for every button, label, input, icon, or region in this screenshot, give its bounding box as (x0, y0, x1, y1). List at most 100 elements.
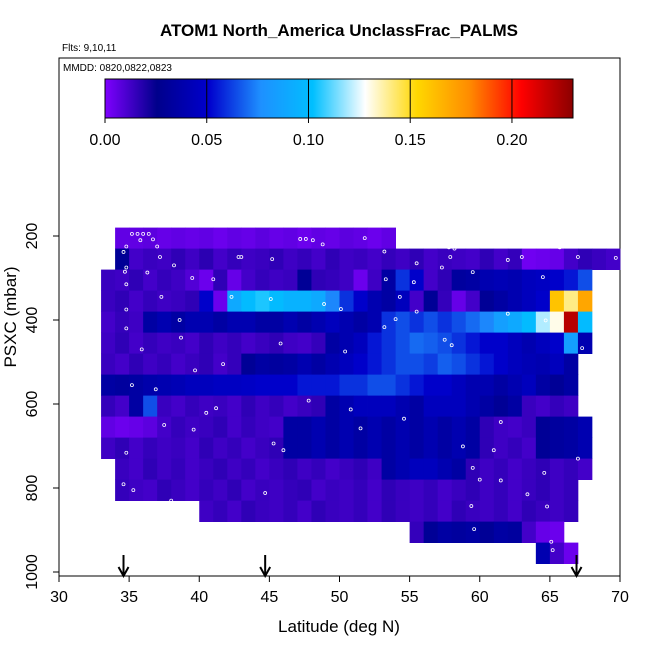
heatmap-cell (297, 416, 312, 438)
heatmap-cell (157, 374, 172, 396)
sample-point (270, 257, 275, 262)
heatmap-cell (269, 458, 284, 480)
heatmap-cell (213, 374, 228, 396)
heatmap-cell (535, 248, 551, 270)
sample-point (239, 255, 244, 259)
heatmap-cell (507, 437, 523, 459)
heatmap-cell (269, 227, 284, 249)
heatmap-cell (479, 353, 495, 375)
heatmap-cell (269, 437, 284, 459)
heatmap-cell (451, 416, 467, 438)
heatmap-cell (143, 248, 158, 270)
heatmap-cell (577, 269, 593, 291)
heatmap-cell (367, 458, 382, 480)
heatmap-cell (241, 374, 256, 396)
heatmap-cell (227, 269, 242, 291)
heatmap-cell (283, 290, 298, 312)
heatmap-cell (437, 248, 453, 270)
heatmap-cell (535, 416, 551, 438)
heatmap-cell (409, 416, 425, 438)
heatmap-cell (297, 290, 312, 312)
heatmap-cell (507, 416, 523, 438)
heatmap-cell (115, 290, 130, 312)
sample-point (540, 275, 545, 280)
heatmap-cell (325, 332, 340, 354)
heatmap-cell (549, 269, 565, 291)
heatmap-cell (353, 269, 368, 291)
heatmap-cell (549, 542, 565, 564)
colorbar-tick-label: 0.15 (395, 132, 426, 149)
heatmap-cell (171, 269, 186, 291)
heatmap-cell (437, 458, 453, 480)
heatmap-cell (423, 353, 439, 375)
heatmap-cell (213, 311, 228, 333)
heatmap-cell (325, 269, 340, 291)
heatmap-cell (129, 290, 144, 312)
heatmap-cell (521, 353, 537, 375)
arrow-head-icon (570, 566, 583, 579)
heatmap-cell (437, 500, 453, 522)
sample-point (545, 504, 549, 509)
heatmap-cell (507, 374, 523, 396)
heatmap-cell (339, 332, 354, 354)
heatmap-cell (563, 269, 579, 291)
heatmap-cell (185, 269, 200, 291)
heatmap-cell (535, 269, 551, 291)
heatmap-cell (311, 311, 326, 333)
heatmap-cell (521, 248, 537, 270)
heatmap-cell (493, 353, 509, 375)
sample-point (214, 406, 218, 411)
heatmap-cell (395, 458, 411, 480)
heatmap-cell (409, 374, 425, 396)
heatmap-cell (213, 479, 228, 501)
heatmap-cell (381, 479, 396, 501)
sample-point (298, 237, 303, 241)
heatmap-cell (311, 500, 326, 522)
y-axis-label: PSXC (mbar) (1, 266, 20, 367)
sample-point (124, 307, 129, 312)
heatmap-cell (269, 290, 284, 312)
heatmap-cell (255, 437, 270, 459)
heatmap-cell (199, 416, 214, 438)
heatmap-cell (269, 500, 284, 522)
sample-point (271, 441, 276, 446)
x-axis-label: Latitude (deg N) (278, 617, 400, 636)
heatmap-cell (423, 437, 439, 459)
heatmap-cell (353, 311, 368, 333)
heatmap-cell (227, 311, 242, 333)
heatmap-cell (269, 353, 284, 375)
sample-point (496, 244, 500, 249)
heatmap-cell (381, 269, 396, 291)
y-tick-label: 800 (24, 475, 41, 502)
heatmap-cell (311, 269, 326, 291)
heatmap-cell (507, 395, 523, 417)
heatmap-cell (143, 437, 158, 459)
sample-point (452, 246, 457, 251)
heatmap-cell (241, 395, 256, 417)
heatmap-cell (241, 269, 256, 291)
heatmap-cell (129, 395, 144, 417)
heatmap-cell (101, 332, 116, 354)
heatmap-cell (437, 353, 453, 375)
sample-point (469, 504, 474, 508)
heatmap-cell (563, 395, 579, 417)
heatmap-cell (297, 500, 312, 522)
heatmap-cell (115, 248, 130, 270)
heatmap-cell (535, 500, 551, 522)
heatmap-cell (171, 479, 186, 501)
heatmap-cell (465, 521, 481, 543)
heatmap-cell (479, 332, 495, 354)
heatmap-cell (353, 395, 368, 417)
heatmap-cell (479, 458, 495, 480)
heatmap-cell (199, 248, 214, 270)
sample-point (557, 245, 562, 250)
heatmap-cell (395, 479, 411, 501)
heatmap-cell (227, 458, 242, 480)
sample-point (139, 347, 144, 352)
heatmap-cell (423, 269, 439, 291)
heatmap-cell (325, 374, 340, 396)
heatmap-cell (101, 311, 116, 333)
heatmap-cell (311, 458, 326, 480)
heatmap-cell (367, 311, 382, 333)
heatmap-cell (115, 269, 130, 291)
